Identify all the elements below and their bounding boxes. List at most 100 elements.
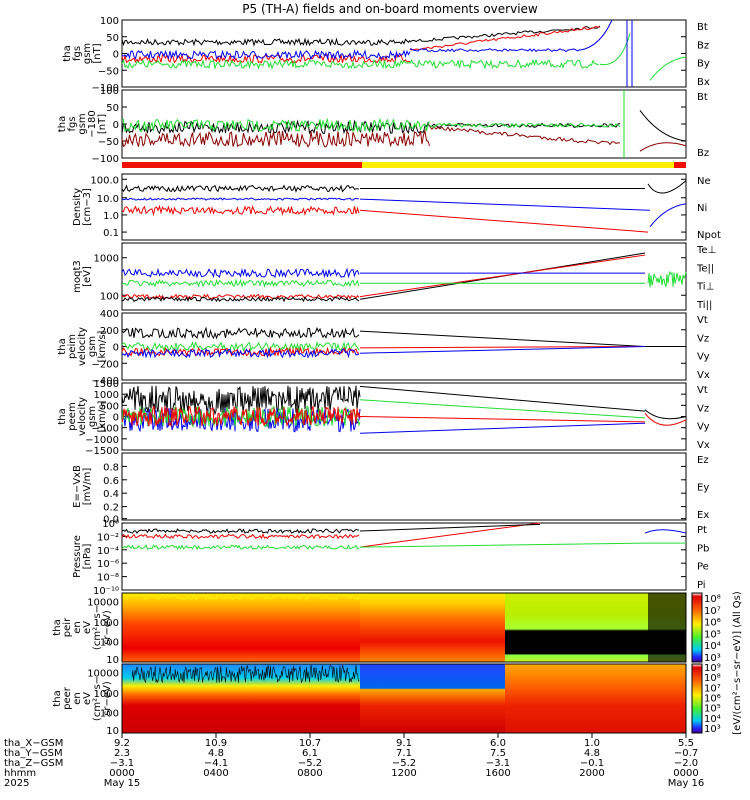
ytick-label-p3: 1.0 <box>103 211 119 222</box>
ytick-label-p10: 1000 <box>94 689 119 700</box>
xtick-t: 1200 <box>391 768 416 779</box>
xtick-y: 4.8 <box>584 748 600 759</box>
ytick-label-p8: 10⁻² <box>97 532 119 543</box>
p8-pt-trace <box>121 528 360 534</box>
ylabel-line-p3: Density <box>72 188 83 226</box>
p2-bt-trace-2 <box>429 122 621 128</box>
ylabel-line-p10: tha <box>52 690 63 706</box>
legend-p5-Vt: Vt <box>697 315 708 326</box>
ytick-label-p6: −1000 <box>85 435 119 446</box>
xtick-t: 2000 <box>579 768 604 779</box>
ylabel-line-p9: (cm²−s− <box>92 605 103 650</box>
legend-p5-Vx: Vx <box>697 370 710 381</box>
xtick-y: 7.5 <box>490 748 506 759</box>
p2-bz-trace-2 <box>429 126 621 146</box>
p2-bz-trace <box>121 129 430 148</box>
xtick-x: 6.0 <box>490 738 506 749</box>
p5-vt-trace <box>121 326 360 340</box>
p6-end-black <box>644 409 687 420</box>
p6-vx-slope <box>359 422 646 434</box>
ylabel-line-p9: peir <box>62 617 73 637</box>
legend-p7-Ey: Ey <box>697 483 709 494</box>
ylabel-line-p4: moqt3 <box>72 260 83 293</box>
p2-tail-red <box>639 142 687 152</box>
ylabel-line-p6: tha <box>57 408 68 424</box>
ytick-label-p6: 1000 <box>94 390 119 401</box>
ylabel-line-p5: tha <box>57 338 68 354</box>
p5-vz-slope <box>359 346 646 349</box>
ylabel-line-p6: peem <box>67 402 78 430</box>
colorbar-electron-tick: 10⁷ <box>704 683 721 694</box>
ylabel-line-p7: E=−VxB <box>72 465 83 508</box>
ylabel-p3: Density [cm−3] <box>72 188 93 226</box>
ytick-label-p8: 10⁻⁴ <box>97 546 119 557</box>
p2-tail-black <box>639 110 687 142</box>
legend-p1-Bx: Bx <box>697 77 710 88</box>
legend-p4-Te⊥: Te⊥ <box>696 245 716 256</box>
ylabel-line-p8: [nPa] <box>82 543 93 569</box>
p6-vt-trace <box>121 385 361 416</box>
xtick-t: 0000 <box>109 768 134 779</box>
legend-p7-Ex: Ex <box>697 510 709 521</box>
xtick-z: −0.1 <box>580 758 604 769</box>
ytick-label-p10: 10000 <box>87 668 119 679</box>
xaxis-row-label: tha_Z−GSM <box>4 758 63 769</box>
colorbar-electron-tick: 10⁹ <box>704 663 721 674</box>
legend-p6-Vz: Vz <box>697 403 709 414</box>
heatmap-ion-end <box>648 593 686 662</box>
heatmap-electron-interp <box>360 664 505 733</box>
ytick-label-p7: 0.6 <box>103 476 119 487</box>
p4-ti-par-trace <box>121 278 360 288</box>
ylabel-line-p5: peim <box>67 334 78 359</box>
legend-p6-Vy: Vy <box>697 422 710 433</box>
legend-p3-Ne: Ne <box>697 176 711 187</box>
p8-pe-trace <box>121 544 360 550</box>
legend-p1-Bt: Bt <box>697 22 708 33</box>
panel-frame-p4 <box>121 242 687 311</box>
xtick-y: −0.7 <box>674 748 698 759</box>
xtick-d: May 15 <box>104 778 141 789</box>
heatmap-ion-frame <box>121 592 687 663</box>
colorbar-ion-tick: 10⁴ <box>704 641 721 652</box>
p8-pe-slope <box>359 542 646 548</box>
legend-p4-Ti⊥: Ti⊥ <box>696 282 714 293</box>
panel-frame-p1 <box>121 19 687 88</box>
p6-vx-trace <box>121 407 361 433</box>
xaxis-row-label: hhmm <box>4 768 36 779</box>
legend-p7-Ez: Ez <box>697 455 709 466</box>
ylabel-line-p10: (cm²−s− <box>92 676 103 721</box>
colorbar-ion-tick: 10⁶ <box>704 618 721 629</box>
ylabel-line-p2: gsm <box>77 113 88 134</box>
ytick-label-p6: 500 <box>100 401 119 412</box>
colorbar-ion-tick: 10⁵ <box>704 629 721 640</box>
ytick-label-p8: 10⁰ <box>102 519 119 530</box>
ytick-label-p4: 1000 <box>94 254 119 265</box>
ytick-label-p1: −50 <box>98 66 119 77</box>
p1-bz-trace-2 <box>409 25 601 51</box>
xaxis-row-label: tha_Y−GSM <box>4 748 63 759</box>
p1-bx-rise <box>579 19 613 51</box>
legend-p1-By: By <box>697 59 710 70</box>
p1-bx-trace <box>121 49 411 61</box>
ytick-label-p7: 0.0 <box>103 515 119 526</box>
ylabel-line-p1: fgs <box>72 46 83 61</box>
xtick-z: −3.1 <box>486 758 510 769</box>
ylabel-line-p9: tha <box>52 619 63 635</box>
ytick-label-p3: 10.0 <box>97 194 119 205</box>
ytick-label-p5: 0 <box>113 343 119 354</box>
ylabel-line-p7: [mV/m] <box>82 468 93 506</box>
xaxis-row-label: 2025 <box>4 778 29 789</box>
ytick-label-p9: 1000 <box>94 618 119 629</box>
ylabel-line-p2: −180 <box>87 110 98 137</box>
legend-p5-Vy: Vy <box>697 352 710 363</box>
p4-te-par-trace <box>121 296 360 303</box>
legend-p5-Vz: Vz <box>697 333 709 344</box>
ytick-label-p8: 10⁻¹⁰ <box>93 586 119 597</box>
p6-vz-trace <box>121 404 361 428</box>
ytick-label-p1: −100 <box>92 83 119 94</box>
xtick-z: −4.1 <box>204 758 228 769</box>
ylabel-line-p5: gsm <box>87 336 98 357</box>
colorbar-ion-tick: 10⁷ <box>704 606 721 617</box>
colorbar-electron-tick: 10³ <box>704 724 721 735</box>
ylabel-p6: tha peem velocity gsm [km/s] <box>57 397 108 436</box>
